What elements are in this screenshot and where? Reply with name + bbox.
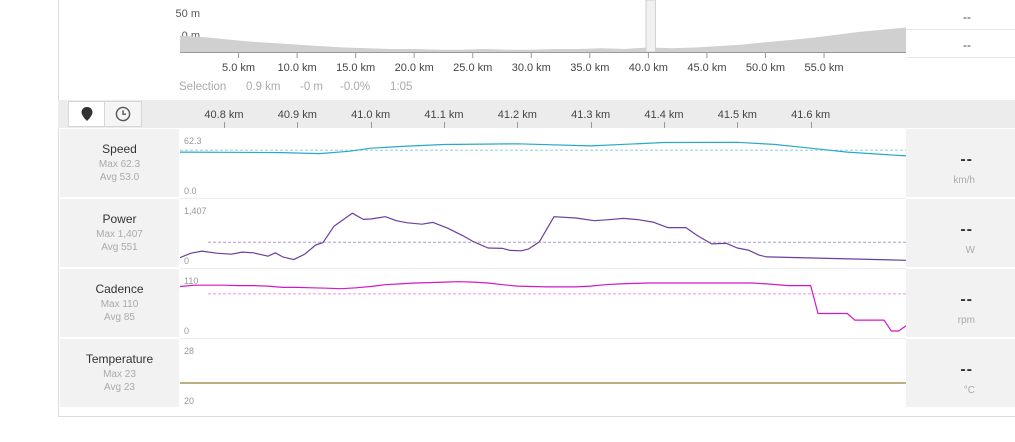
metric-label-cadence: Cadence Max 110 Avg 85 (60, 269, 179, 338)
metric-label-power: Power Max 1,407 Avg 551 (60, 199, 179, 268)
metric-charts[interactable] (180, 128, 906, 408)
chart-cadence (180, 281, 906, 332)
zoom-distance-tick (664, 122, 665, 128)
clock-button[interactable] (104, 101, 142, 127)
metric-avg: Avg 23 (104, 382, 135, 393)
selection-grade: -0.0% (340, 81, 371, 93)
selection-duration: 1:05 (390, 81, 413, 93)
panel-bottom-border (58, 416, 1015, 417)
metric-current-value: -- (960, 221, 973, 238)
zoom-distance-label: 41.5 km (717, 109, 757, 121)
zoom-distance-label: 41.1 km (424, 109, 464, 121)
zoom-distance-label: 41.2 km (497, 109, 537, 121)
zoom-distance-tick (517, 122, 519, 128)
metric-label-temperature: Temperature Max 23 Avg 23 (60, 339, 179, 408)
series-line-cadence (180, 281, 906, 332)
metric-name: Temperature (85, 352, 154, 366)
metric-label-speed: Speed Max 62.3 Avg 53.0 (60, 129, 179, 198)
metric-axis-min-label: 0.0 (184, 186, 197, 196)
clock-icon (115, 106, 131, 122)
selection-window[interactable] (645, 0, 656, 53)
distance-label: 15.0 km (336, 62, 376, 74)
side-value-box: -- (906, 30, 1015, 58)
selection-distance: 0.9 km (246, 81, 281, 93)
distance-label: 50.0 km (745, 62, 786, 74)
metric-max: Max 62.3 (98, 159, 141, 170)
metric-value-box: -- °C (906, 339, 1015, 408)
metric-name: Speed (102, 142, 137, 156)
map-pin-button[interactable] (68, 101, 106, 127)
metric-name: Cadence (95, 282, 144, 296)
metric-max: Max 23 (103, 369, 136, 380)
metric-avg: Avg 53.0 (99, 172, 140, 183)
zoom-distance-tick (224, 122, 225, 128)
metric-axis-min-label: 20 (184, 396, 195, 406)
metric-current-value: -- (960, 361, 973, 378)
side-value: -- (963, 38, 971, 52)
zoom-distance-tick (370, 122, 372, 128)
zoom-distance-label: 41.6 km (791, 109, 831, 121)
selection-elevation: -0 m (300, 81, 323, 93)
distance-label: 20.0 km (394, 62, 434, 74)
side-value-box: -- (906, 2, 1015, 30)
distance-label: 55.0 km (804, 62, 844, 74)
metric-axis-max-label: 62.3 (184, 136, 202, 146)
distance-label: 45.0 km (687, 62, 727, 74)
series-line-speed (180, 141, 906, 157)
metric-axis-max-label: 1,407 (184, 206, 207, 216)
zoom-distance-label: 41.0 km (351, 109, 391, 121)
metric-axis-max-label: 110 (184, 276, 199, 286)
distance-label: 25.0 km (453, 62, 493, 74)
metric-unit: km/h (953, 175, 975, 186)
side-value: -- (963, 10, 971, 24)
zoom-distance-label: 41.3 km (571, 109, 611, 121)
metric-value-box: -- km/h (906, 129, 1015, 198)
metric-unit: °C (963, 385, 975, 396)
distance-label: 35.0 km (570, 62, 610, 74)
metric-avg: Avg 551 (101, 242, 138, 253)
distance-label: 5.0 km (222, 62, 256, 74)
selection-label: Selection (179, 81, 227, 93)
metric-value-box: -- rpm (906, 269, 1015, 338)
zoom-distance-tick (810, 122, 812, 128)
zoom-distance-tick (737, 122, 739, 128)
metric-name: Power (102, 212, 137, 226)
metric-max: Max 1,407 (96, 229, 143, 240)
zoom-distance-tick (297, 122, 299, 128)
zoom-distance-label: 40.8 km (204, 109, 244, 121)
metric-row-divider (180, 198, 906, 199)
distance-label: 10.0 km (277, 62, 317, 74)
panel-left-border (58, 0, 59, 416)
chart-power (180, 212, 906, 261)
metric-unit: rpm (957, 315, 975, 326)
metric-axis-max-label: 28 (184, 346, 195, 356)
series-line-power (180, 212, 906, 261)
elevation-y-label-top: 50 m (175, 8, 200, 20)
map-pin-icon (81, 107, 93, 121)
elevation-area (180, 27, 906, 52)
zoom-axis-band (58, 100, 1015, 128)
metric-avg: Avg 85 (104, 312, 135, 323)
elevation-overview-chart[interactable] (180, 0, 906, 58)
zoom-distance-tick (444, 122, 445, 128)
zoom-distance-label: 40.9 km (277, 109, 317, 121)
distance-label: 30.0 km (511, 62, 551, 74)
metric-axis-min-label: 0 (184, 326, 190, 336)
metric-row-divider (180, 268, 906, 269)
metric-max: Max 110 (100, 299, 139, 310)
metric-unit: W (965, 245, 975, 256)
metric-value-box: -- W (906, 199, 1015, 268)
chart-speed (180, 141, 906, 157)
distance-label: 40.0 km (628, 62, 668, 74)
metric-current-value: -- (960, 151, 973, 168)
metric-axis-min-label: 0 (184, 256, 190, 266)
zoom-distance-tick (590, 122, 592, 128)
metric-current-value: -- (960, 291, 973, 308)
metric-row-divider (180, 338, 906, 339)
zoom-distance-label: 41.4 km (644, 109, 684, 121)
